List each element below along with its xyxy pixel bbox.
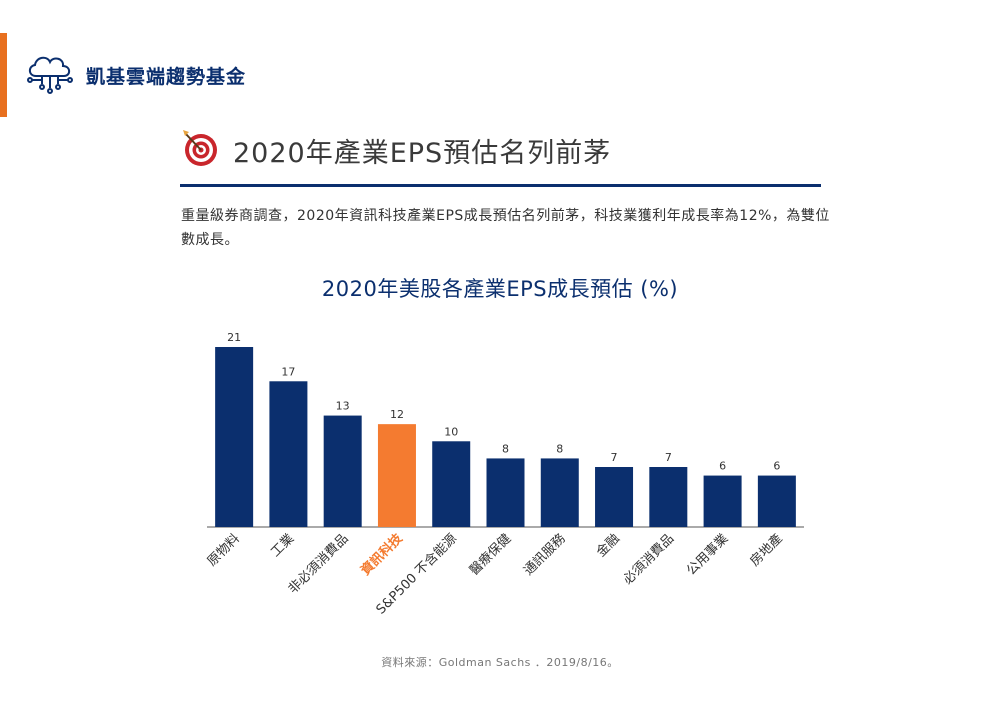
category-label: 醫療保健: [467, 531, 514, 578]
title-divider: [180, 184, 821, 187]
bar-value-label: 10: [444, 425, 458, 438]
brand-header: 凱基雲端趨勢基金: [24, 52, 246, 98]
bar-2: [323, 415, 362, 527]
brand-name: 凱基雲端趨勢基金: [86, 65, 247, 88]
bar-10: [757, 475, 796, 527]
accent-bar: [0, 33, 7, 117]
category-label: 原物料: [205, 531, 243, 569]
category-label: 公用事業: [683, 531, 731, 579]
bar-value-label: 13: [336, 400, 350, 413]
bar-value-label: 7: [611, 451, 618, 464]
bar-value-label: 17: [281, 365, 295, 378]
bar-8: [649, 467, 688, 527]
target-dart-icon: [181, 128, 221, 172]
bar-0: [215, 347, 254, 527]
bar-7: [595, 467, 634, 527]
category-label: 必須消費品: [621, 531, 678, 588]
category-label: 資訊科技: [358, 530, 407, 579]
bar-1: [269, 381, 308, 527]
bar-6: [540, 458, 579, 527]
cloud-circuit-icon: [24, 52, 76, 98]
category-label: 通訊服務: [521, 531, 568, 578]
chart-title: 2020年美股各產業EPS成長預估 (%): [321, 277, 679, 301]
category-label: 金融: [593, 531, 623, 561]
section-heading: 2020年產業EPS預估名列前茅: [181, 128, 611, 172]
bar-5: [486, 458, 525, 527]
bar-value-label: 8: [556, 442, 563, 455]
description-text: 重量級券商調查，2020年資訊科技產業EPS成長預估名列前茅，科技業獲利年成長率…: [181, 208, 830, 248]
category-label: 房地產: [747, 531, 786, 570]
bar-value-label: 21: [227, 331, 241, 344]
bar-3: [377, 424, 416, 527]
category-label: 工業: [268, 531, 298, 561]
bar-value-label: 6: [719, 460, 726, 473]
source-note: 資料來源：Goldman Sachs ．2019/8/16。: [381, 656, 619, 669]
bar-4: [432, 441, 471, 527]
bar-value-label: 7: [665, 451, 672, 464]
section-title: 2020年產業EPS預估名列前茅: [233, 137, 612, 169]
bar-value-label: 6: [773, 460, 780, 473]
bar-9: [703, 475, 742, 527]
bar-value-label: 8: [502, 442, 509, 455]
bar-value-label: 12: [390, 408, 404, 421]
